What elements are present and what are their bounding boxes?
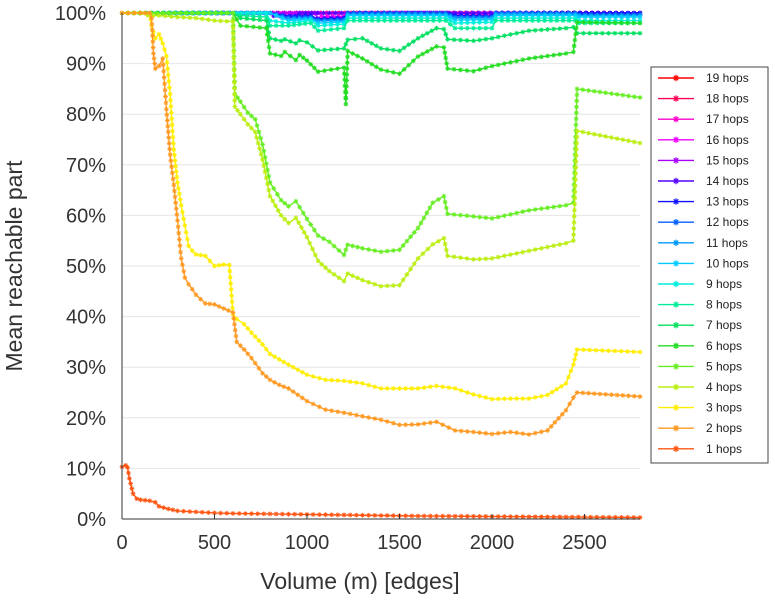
legend-label-3-hops: 3 hops xyxy=(706,401,742,415)
legend-label-12-hops: 12 hops xyxy=(706,215,749,229)
legend-item-18-hops: 18 hops xyxy=(658,92,749,106)
x-tick-label-2500: 2500 xyxy=(562,532,607,554)
legend-swatch-marker-1-hops xyxy=(672,445,680,452)
y-tick-label-50: 50% xyxy=(66,256,106,278)
legend-swatch-marker-12-hops xyxy=(672,219,680,226)
legend-label-17-hops: 17 hops xyxy=(706,112,749,126)
legend-item-10-hops: 10 hops xyxy=(658,256,749,270)
legend-item-16-hops: 16 hops xyxy=(658,133,749,147)
legend-label-15-hops: 15 hops xyxy=(706,153,749,167)
legend-swatch-marker-16-hops xyxy=(672,136,680,143)
legend-label-10-hops: 10 hops xyxy=(706,256,749,270)
legend-swatch-marker-2-hops xyxy=(672,425,680,432)
y-tick-label-40: 40% xyxy=(66,307,106,329)
legend-label-19-hops: 19 hops xyxy=(706,71,749,85)
legend-label-9-hops: 9 hops xyxy=(706,277,742,291)
legend-swatch-marker-11-hops xyxy=(672,239,680,246)
legend-swatch-marker-6-hops xyxy=(672,342,680,349)
y-tick-label-0: 0% xyxy=(77,509,106,531)
legend-item-12-hops: 12 hops xyxy=(658,215,749,229)
legend-swatch-marker-5-hops xyxy=(672,363,680,370)
legend-label-14-hops: 14 hops xyxy=(706,174,749,188)
legend-label-1-hops: 1 hops xyxy=(706,442,742,456)
legend-swatch-marker-13-hops xyxy=(672,198,680,205)
x-tick-label-500: 500 xyxy=(198,532,231,554)
legend-label-5-hops: 5 hops xyxy=(706,359,742,373)
legend-swatch-marker-9-hops xyxy=(672,280,680,288)
y-tick-label-60: 60% xyxy=(66,205,106,227)
legend-swatch-marker-14-hops xyxy=(672,177,680,185)
legend-label-6-hops: 6 hops xyxy=(706,339,742,353)
legend-label-4-hops: 4 hops xyxy=(706,380,742,394)
legend-item-4-hops: 4 hops xyxy=(658,380,742,394)
y-tick-label-10: 10% xyxy=(66,458,106,480)
legend-label-2-hops: 2 hops xyxy=(706,421,742,435)
legend-item-6-hops: 6 hops xyxy=(658,339,742,353)
legend-item-1-hops: 1 hops xyxy=(658,442,742,456)
legend-item-8-hops: 8 hops xyxy=(658,298,742,312)
legend-swatch-marker-4-hops xyxy=(672,383,680,391)
legend-item-19-hops: 19 hops xyxy=(658,71,749,85)
legend-swatch-marker-18-hops xyxy=(672,95,680,102)
legend-label-13-hops: 13 hops xyxy=(706,195,749,209)
legend-item-3-hops: 3 hops xyxy=(658,401,742,415)
legend-item-7-hops: 7 hops xyxy=(658,318,742,332)
x-axis-title: Volume (m) [edges] xyxy=(260,568,459,594)
legend-swatch-marker-10-hops xyxy=(672,260,680,267)
legend-swatch-marker-15-hops xyxy=(672,157,680,164)
legend-swatch-marker-19-hops xyxy=(672,74,680,82)
y-tick-label-30: 30% xyxy=(66,357,106,379)
legend-item-17-hops: 17 hops xyxy=(658,112,749,126)
x-tick-label-0: 0 xyxy=(116,532,127,554)
x-tick-label-2000: 2000 xyxy=(470,532,515,554)
legend-label-7-hops: 7 hops xyxy=(706,318,742,332)
y-tick-label-70: 70% xyxy=(66,155,106,177)
legend-item-14-hops: 14 hops xyxy=(658,174,749,188)
legend-item-2-hops: 2 hops xyxy=(658,421,742,435)
x-tick-label-1500: 1500 xyxy=(377,532,422,554)
y-tick-label-90: 90% xyxy=(66,54,106,76)
legend-swatch-marker-7-hops xyxy=(672,322,680,329)
legend-item-9-hops: 9 hops xyxy=(658,277,742,291)
legend-label-8-hops: 8 hops xyxy=(706,298,742,312)
legend: 19 hops 18 hops 17 hops 16 hops 15 hops 14 ho… xyxy=(650,66,769,464)
legend-swatch-marker-8-hops xyxy=(672,301,680,308)
y-axis-title: Mean reachable part xyxy=(1,160,27,372)
series-lines xyxy=(119,10,643,520)
legend-label-16-hops: 16 hops xyxy=(706,133,749,147)
legend-item-11-hops: 11 hops xyxy=(658,236,748,250)
legend-item-15-hops: 15 hops xyxy=(658,153,749,167)
y-tick-label-80: 80% xyxy=(66,104,106,126)
legend-item-5-hops: 5 hops xyxy=(658,359,742,373)
y-tick-label-100: 100% xyxy=(55,3,106,25)
legend-item-13-hops: 13 hops xyxy=(658,195,749,209)
legend-box xyxy=(650,66,769,464)
x-tick-label-1000: 1000 xyxy=(285,532,330,554)
axes: 0% 10% 20% 30% 40% 50% 60% 70% 80% 90% 100% 0 500 100… xyxy=(55,3,640,554)
legend-swatch-marker-17-hops xyxy=(672,116,680,123)
legend-label-18-hops: 18 hops xyxy=(706,92,749,106)
y-tick-label-20: 20% xyxy=(66,408,106,430)
legend-label-11-hops: 11 hops xyxy=(706,236,748,250)
legend-swatch-marker-3-hops xyxy=(672,404,680,411)
